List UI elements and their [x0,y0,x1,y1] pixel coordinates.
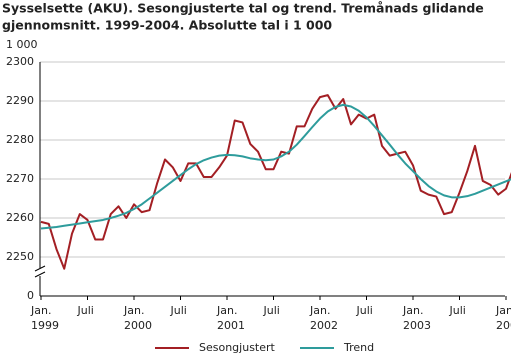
legend-label: Trend [343,341,374,354]
x-year-label: 2003 [403,319,431,332]
series-line [40,103,511,230]
x-tick-label: Jan. [309,304,330,317]
y-tick-label: 2250 [6,250,34,263]
x-tick-label: Juli [356,304,373,317]
x-tick-label: Jan. [402,304,423,317]
x-year-label: 2002 [310,319,338,332]
x-tick-label: Juli [170,304,187,317]
x-year-label: 2001 [217,319,245,332]
x-year-label: 2004 [496,319,511,332]
x-tick-label: Juli [449,304,466,317]
y-tick-label: 2260 [6,211,34,224]
x-tick-label: Juli [77,304,94,317]
x-tick-label: Jan. [495,304,511,317]
x-year-label: 1999 [31,319,59,332]
y-tick-label: 2280 [6,133,34,146]
y-tick-label: 2270 [6,172,34,185]
axis-break [34,271,46,278]
x-tick-label: Jan. [30,304,51,317]
chart-subtitle: gjennomsnitt. 1999-2004. Absolutte tal i… [2,18,332,33]
x-tick-label: Juli [263,304,280,317]
x-tick-label: Jan. [123,304,144,317]
series-line [40,94,511,270]
x-year-label: 2000 [124,319,152,332]
chart-title: Sysselsette (AKU). Sesongjusterte tal og… [2,1,484,16]
axis-break-gap [34,268,46,276]
y-tick-label: 2300 [6,55,34,68]
y-tick-label: 2290 [6,94,34,107]
legend-label: Sesongjustert [199,341,276,354]
x-tick-label: Jan. [216,304,237,317]
y-unit: 1 000 [6,38,38,51]
axis-break [34,265,46,272]
y-tick-label: 0 [27,289,34,302]
